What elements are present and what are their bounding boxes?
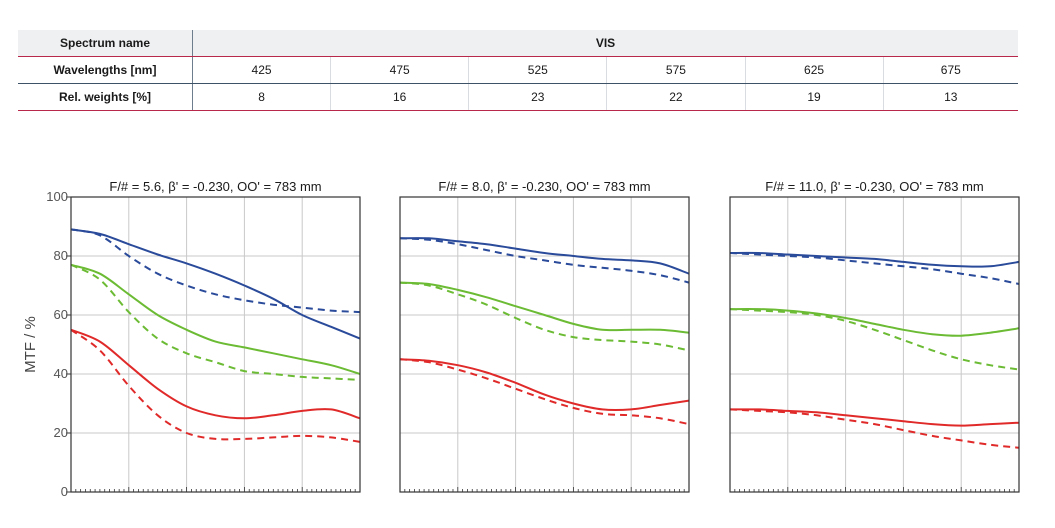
wavelength-cell: 675 [883,56,1018,84]
mtf-curve-blue-dashed [399,237,690,284]
mtf-curve-green-solid [70,263,361,375]
y-tick-label: 0 [61,484,68,499]
mtf-charts: F/# = 5.6, β' = -0.230, OO' = 783 mm 0 20 4… [22,179,1020,499]
weight-label: Rel. weights [%] [18,83,193,111]
weight-row: Rel. weights [%] 8 16 23 22 19 13 [18,83,1018,111]
weight-cell: 19 [745,83,884,111]
wavelength-label: Wavelengths [nm] [18,56,193,84]
spectrum-row: Spectrum name VIS [18,30,1018,57]
weight-cell: 22 [606,83,746,111]
y-tick-label: 20 [54,425,68,440]
plot-frame [729,196,1020,493]
weight-cell: 23 [468,83,608,111]
mtf-curve-blue-dashed [729,252,1020,285]
plot-area [71,197,360,492]
chart-title: F/# = 11.0, β' = -0.230, OO' = 783 mm [765,179,984,194]
mtf-curve-red-solid [70,328,361,420]
y-tick-label: 100 [46,189,68,204]
mtf-curve-green-dashed [70,263,361,381]
y-tick-label: 40 [54,366,68,381]
weight-cell: 13 [883,83,1018,111]
chart-title: F/# = 5.6, β' = -0.230, OO' = 783 mm [109,179,321,194]
mtf-curve-red-solid [399,358,690,412]
weight-cell: 16 [330,83,470,111]
wavelength-cell: 425 [192,56,332,84]
spectrum-value: VIS [192,30,1018,57]
wavelength-cell: 625 [745,56,884,84]
weight-cell: 8 [192,83,332,111]
plot-area [730,197,1019,492]
mtf-curve-blue-solid [70,228,361,340]
mtf-curve-green-solid [729,308,1020,337]
wavelength-cell: 575 [606,56,746,84]
wavelength-row: Wavelengths [nm] 425 475 525 575 625 675 [18,56,1018,84]
y-axis-label: MTF / % [22,316,39,373]
wavelength-cell: 525 [468,56,608,84]
plot-frame [70,196,361,493]
y-tick-label: 60 [54,307,68,322]
mtf-curve-blue-solid [729,251,1020,268]
plot-area [400,197,689,492]
y-tick-label: 80 [54,248,68,263]
spectrum-table: Spectrum name VIS Wavelengths [nm] 425 4… [18,30,1018,111]
mtf-curve-red-dashed [70,328,361,443]
wavelength-cell: 475 [330,56,470,84]
mtf-curve-blue-dashed [70,228,361,314]
chart-title: F/# = 8.0, β' = -0.230, OO' = 783 mm [438,179,650,194]
mtf-curve-red-dashed [729,408,1020,449]
mtf-curve-green-dashed [729,308,1020,371]
mtf-curve-blue-solid [399,237,690,275]
plot-frame [399,196,690,493]
mtf-curve-green-solid [399,281,690,334]
mtf-curve-green-dashed [399,281,690,352]
spectrum-label: Spectrum name [18,30,193,57]
mtf-curve-red-dashed [399,358,690,426]
mtf-curve-red-solid [729,408,1020,427]
